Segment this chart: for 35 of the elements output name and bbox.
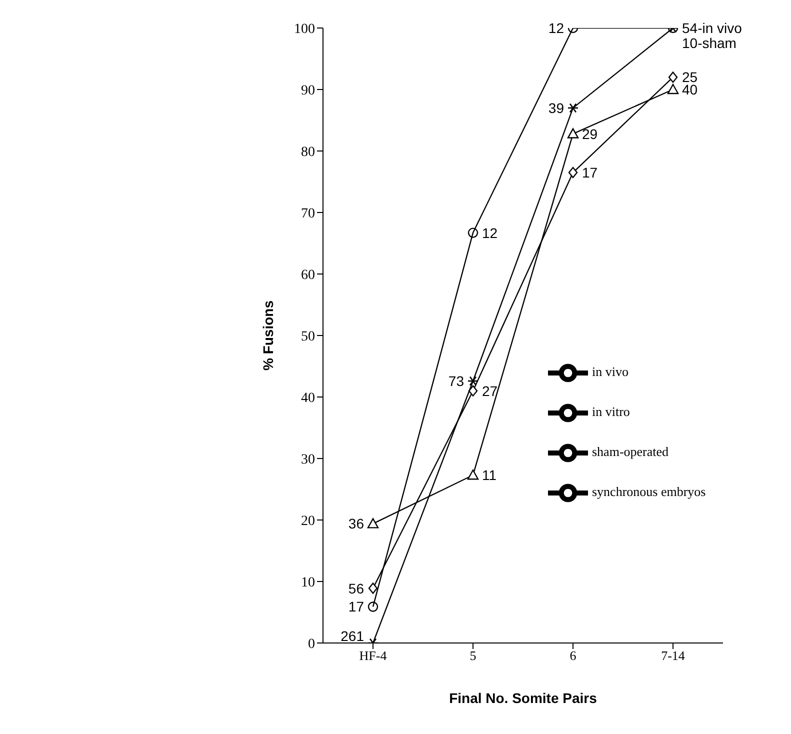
y-axis-title: % Fusions (260, 300, 276, 371)
annotation: 54-in vivo (682, 20, 742, 36)
annotation: 73 (448, 373, 464, 390)
annotation: 10-sham (682, 35, 736, 51)
x-axis-title: Final No. Somite Pairs (449, 690, 598, 706)
x-tick-label: 5 (470, 648, 476, 664)
legend-label: in vitro (592, 404, 630, 419)
y-tick-label: 90 (301, 83, 315, 98)
y-tick-label: 30 (301, 452, 315, 468)
annotation: 12 (548, 20, 564, 36)
y-tick-label: 10 (301, 575, 315, 590)
annotation: 17 (348, 598, 364, 615)
legend-label: synchronous embryos (592, 484, 706, 499)
y-tick-label: 70 (301, 206, 315, 222)
x-tick-label: 7-14 (661, 648, 686, 664)
y-tick-label: 0 (308, 636, 315, 652)
annotation: 17 (582, 164, 598, 181)
y-tick-label: 100 (294, 22, 315, 37)
legend-label: sham-operated (592, 444, 669, 459)
annotation: 39 (548, 100, 564, 116)
y-tick-label: 50 (301, 329, 315, 344)
annotation: 36 (348, 516, 364, 532)
legend-label: in vivo (592, 364, 628, 379)
y-tick-label: 20 (301, 514, 315, 529)
annotation: 261 (340, 628, 364, 644)
annotation: 27 (482, 382, 498, 399)
x-tick-label: 6 (570, 648, 577, 664)
y-tick-label: 40 (301, 390, 315, 406)
y-tick-label: 80 (301, 144, 315, 160)
annotation: 12 (482, 224, 498, 241)
annotation: 11 (482, 467, 497, 484)
x-tick-label: HF-4 (359, 648, 388, 664)
annotation: 29 (582, 126, 598, 142)
y-tick-label: 60 (301, 268, 315, 283)
annotation: 56 (348, 580, 364, 596)
